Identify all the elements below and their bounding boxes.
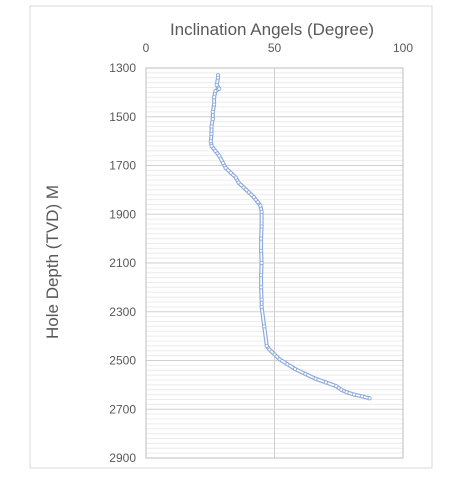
- data-point: [209, 124, 214, 129]
- x-axis-title: Inclination Angels (Degree): [170, 20, 374, 39]
- data-point: [339, 387, 344, 392]
- data-point: [334, 384, 339, 389]
- data-point: [293, 367, 298, 372]
- data-point: [262, 324, 267, 329]
- data-point: [264, 343, 269, 348]
- data-point: [323, 380, 328, 385]
- y-tick-label: 2300: [109, 305, 136, 319]
- grid: [145, 67, 404, 459]
- data-point: [352, 392, 357, 397]
- data-point: [213, 148, 218, 153]
- y-tick-label: 1900: [109, 207, 136, 221]
- data-point: [259, 273, 264, 278]
- axes: [145, 67, 404, 459]
- y-tick-label: 2100: [109, 256, 136, 270]
- data-point: [209, 131, 214, 136]
- data-point: [223, 165, 228, 170]
- data-point: [259, 260, 264, 265]
- data-point: [251, 195, 256, 200]
- data-point: [255, 200, 260, 205]
- data-point: [210, 117, 215, 122]
- data-point: [233, 175, 238, 180]
- x-tick-label: 100: [393, 41, 413, 55]
- data-point: [212, 95, 217, 100]
- data-point: [303, 371, 308, 376]
- data-point: [258, 203, 263, 208]
- data-point: [259, 236, 264, 241]
- y-tick-label: 1700: [109, 159, 136, 173]
- x-tick-label: 50: [268, 41, 282, 55]
- data-point: [221, 161, 226, 166]
- data-point: [217, 86, 222, 91]
- y-tick-label: 1500: [109, 110, 136, 124]
- y-axis-title: Hole Depth (TVD) M: [43, 185, 62, 339]
- data-point: [277, 357, 282, 362]
- data-point: [236, 180, 241, 185]
- data-point: [272, 352, 277, 357]
- data-point: [208, 139, 213, 144]
- data-point: [217, 153, 222, 158]
- data-point: [246, 190, 251, 195]
- data-point: [209, 143, 214, 148]
- data-point: [212, 102, 217, 107]
- data-point: [241, 185, 246, 190]
- data-point: [214, 83, 219, 88]
- data-point: [215, 75, 220, 80]
- data-point: [259, 248, 264, 253]
- plot-area-border: [145, 67, 404, 459]
- chart-border: [29, 5, 433, 469]
- data-point: [267, 347, 272, 352]
- series-line: [208, 73, 372, 401]
- data-point: [259, 297, 264, 302]
- data-point: [213, 89, 218, 94]
- data-point: [259, 304, 264, 309]
- data-point: [228, 170, 233, 175]
- y-tick-label: 2700: [109, 402, 136, 416]
- data-point: [259, 209, 264, 214]
- data-point: [259, 224, 264, 229]
- data-point: [285, 362, 290, 367]
- data-point: [313, 376, 318, 381]
- y-tick-label: 1300: [109, 61, 136, 75]
- y-tick-label: 2500: [109, 354, 136, 368]
- data-point: [367, 396, 372, 401]
- tick-labels: 0 50 100 1300 1500 1700 1900 2100 2300 2500 2700 29…: [109, 41, 413, 465]
- data-point: [259, 285, 264, 290]
- data-point: [359, 394, 364, 399]
- y-tick-label: 2900: [109, 451, 136, 465]
- data-point: [344, 390, 349, 395]
- data-point: [210, 109, 215, 114]
- x-tick-label: 0: [143, 41, 150, 55]
